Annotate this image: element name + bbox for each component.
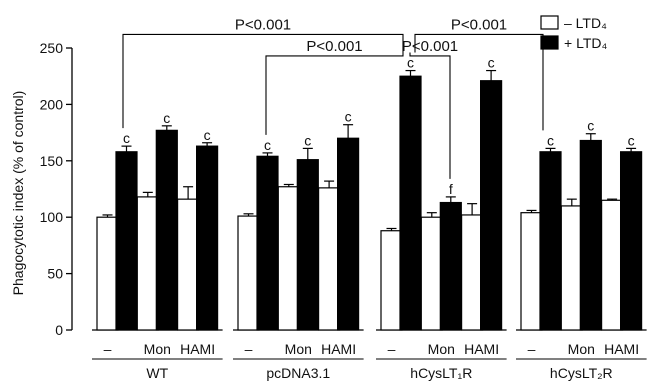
- legend-swatch: [540, 15, 559, 30]
- bar: [399, 75, 422, 331]
- condition-label: HAMI: [464, 341, 499, 357]
- significance-letter: c: [547, 132, 554, 148]
- bar: [420, 216, 443, 331]
- condition-label: Mon: [285, 341, 312, 357]
- significance-letter: f: [449, 181, 453, 197]
- condition-label: Mon: [428, 341, 455, 357]
- y-tick-label: 250: [40, 40, 64, 56]
- bar: [579, 139, 602, 331]
- y-tick-label: 50: [47, 266, 63, 282]
- bar: [439, 201, 462, 331]
- bar: [619, 151, 643, 331]
- condition-label: HAMI: [180, 341, 215, 357]
- significance-label: P<0.001: [451, 16, 507, 33]
- bar: [461, 214, 484, 331]
- significance-letter: c: [304, 132, 311, 148]
- significance-letter: c: [407, 55, 414, 71]
- significance-bracket: [409, 52, 451, 179]
- bar: [600, 199, 624, 331]
- bar: [96, 216, 119, 331]
- bar: [296, 159, 319, 331]
- significance-letter: c: [628, 132, 635, 148]
- y-axis-title: Phagocytotic index (% of control): [10, 91, 26, 296]
- condition-label: Mon: [568, 341, 595, 357]
- y-tick-label: 200: [40, 96, 64, 112]
- significance-letter: c: [345, 109, 352, 125]
- condition-label: –: [104, 341, 112, 357]
- bar: [380, 230, 403, 331]
- significance-bracket: [265, 52, 404, 135]
- y-tick-label: 150: [40, 153, 64, 169]
- significance-label: P<0.001: [235, 16, 291, 33]
- bar: [136, 196, 159, 331]
- y-tick-label: 0: [55, 322, 63, 338]
- group-label: pcDNA3.1: [266, 365, 330, 381]
- group-label: hCysLT₂R: [550, 365, 613, 381]
- significance-label: P<0.001: [306, 38, 362, 55]
- bar: [237, 215, 260, 331]
- significance-letter: c: [123, 130, 130, 146]
- condition-label: –: [388, 341, 396, 357]
- significance-label: P<0.001: [402, 38, 458, 55]
- bar: [115, 151, 138, 331]
- bar: [480, 80, 503, 331]
- bar: [196, 145, 219, 331]
- condition-label: HAMI: [604, 341, 639, 357]
- condition-label: –: [245, 341, 253, 357]
- legend-swatch: [540, 35, 559, 50]
- legend-label: – LTD₄: [564, 15, 607, 31]
- condition-label: –: [528, 341, 536, 357]
- condition-label: Mon: [144, 341, 171, 357]
- bar: [277, 186, 300, 331]
- significance-letter: c: [163, 110, 170, 126]
- bar: [318, 187, 341, 331]
- condition-label: HAMI: [321, 341, 356, 357]
- bar: [177, 198, 200, 331]
- bar: [155, 129, 178, 331]
- significance-bracket: [414, 33, 544, 131]
- significance-letter: c: [587, 118, 594, 134]
- y-tick-label: 100: [40, 209, 64, 225]
- significance-letter: c: [204, 127, 211, 143]
- group-label: WT: [146, 365, 168, 381]
- bar: [520, 212, 543, 331]
- significance-letter: c: [264, 137, 271, 153]
- significance-bracket: [122, 33, 404, 129]
- legend-label: + LTD₄: [564, 35, 607, 51]
- group-label: hCysLT₁R: [410, 365, 472, 381]
- bar: [539, 151, 562, 331]
- bar: [256, 155, 279, 331]
- bar: [560, 205, 583, 331]
- bar: [337, 137, 360, 331]
- significance-letter: c: [488, 55, 495, 71]
